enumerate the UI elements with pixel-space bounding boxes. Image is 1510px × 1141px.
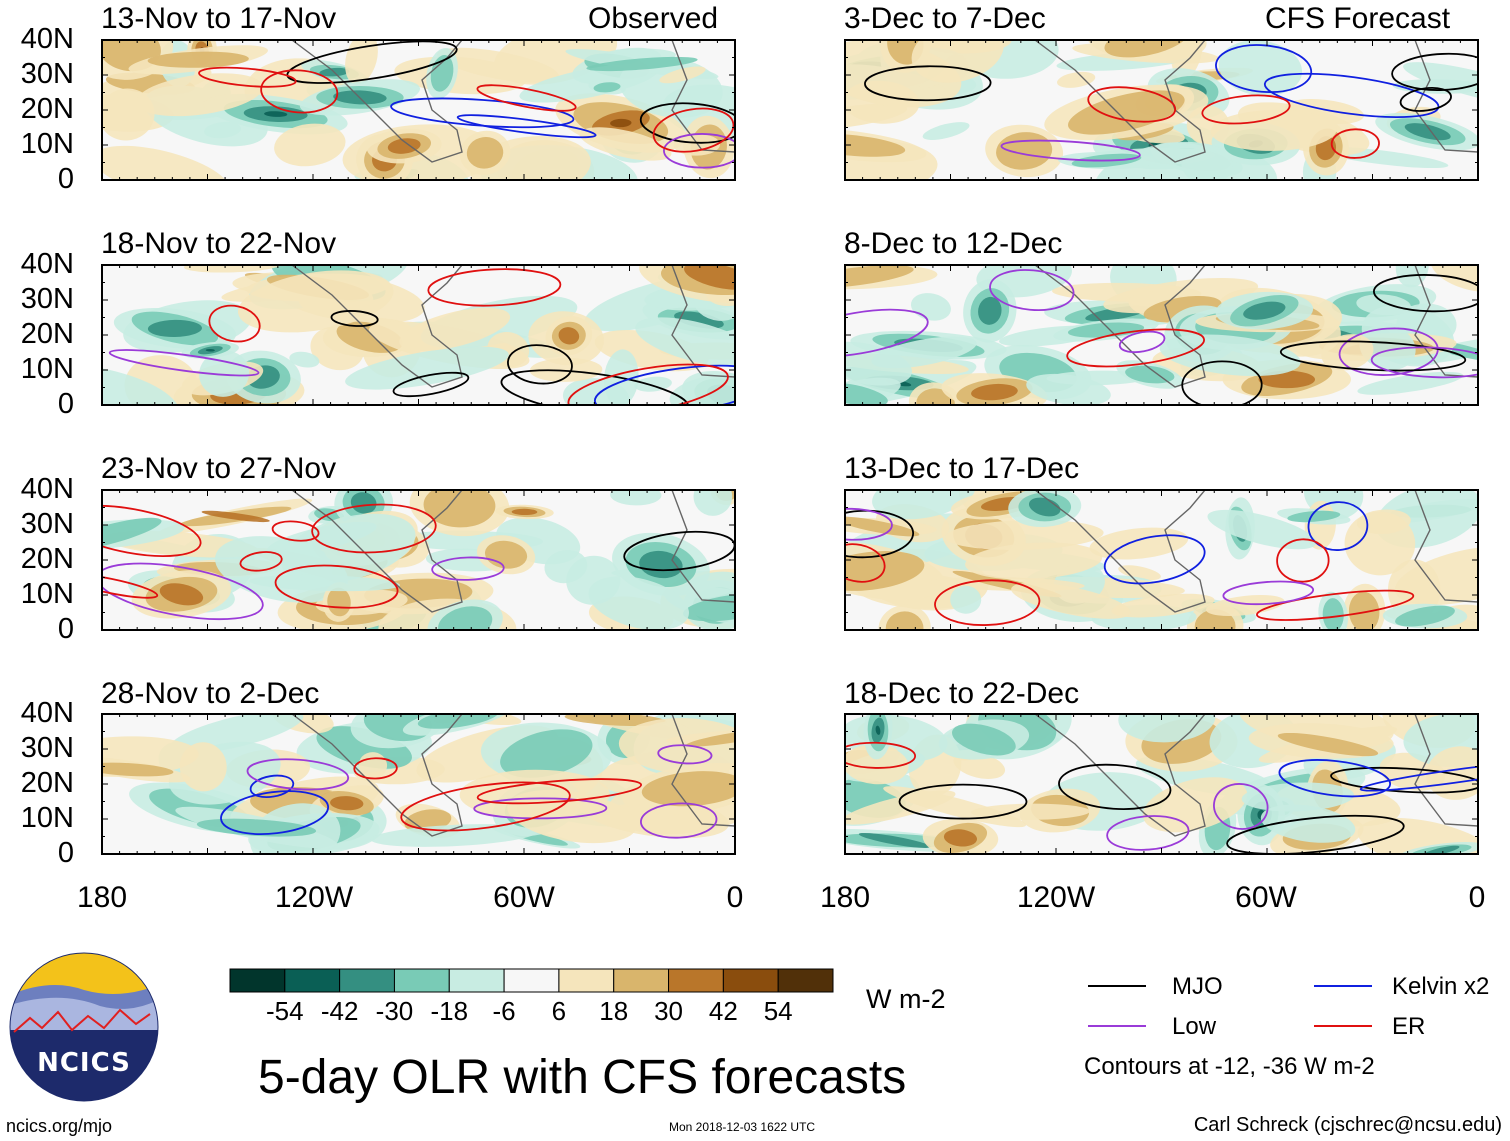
colorbar-swatch — [448, 968, 505, 993]
colorbar-tick-label: -42 — [320, 996, 359, 1026]
map-panel — [102, 714, 735, 854]
lat-tick-row3-0: 40N — [20, 697, 74, 729]
lat-tick-row1-3: 10N — [20, 353, 74, 385]
lat-tick-row0-0: 40N — [20, 23, 74, 55]
map-panel — [102, 490, 735, 630]
legend-kelvin-label: Kelvin x2 — [1392, 973, 1490, 1000]
lat-tick-row0-1: 30N — [20, 58, 74, 90]
colorbar-tick-label: -30 — [375, 996, 414, 1026]
footer-timestamp: Mon 2018-12-03 1622 UTC — [669, 1120, 816, 1134]
lat-tick-row3-1: 30N — [20, 732, 74, 764]
panel-title-1: 13-Nov to 17-Nov — [101, 2, 337, 35]
colorbar-swatch — [613, 968, 670, 993]
map-panel — [102, 265, 735, 405]
lat-tick-row3-2: 20N — [20, 767, 74, 799]
colorbar-tick-label: -54 — [266, 996, 304, 1026]
map-panel — [845, 40, 1478, 180]
lon-tick-right-120w: 120W — [1016, 881, 1096, 914]
lat-tick-row1-0: 40N — [20, 248, 74, 280]
colorbar-swatch — [393, 968, 450, 993]
panel-title-2: 18-Nov to 22-Nov — [101, 227, 337, 260]
lat-tick-row2-0: 40N — [20, 473, 74, 505]
colorbar-swatch — [339, 968, 395, 993]
colorbar-tick-label: 18 — [599, 996, 629, 1026]
lat-tick-row3-4: 0 — [57, 837, 74, 869]
map-panel — [845, 490, 1478, 630]
panel-title-4: 28-Nov to 2-Dec — [101, 677, 320, 710]
lat-tick-row1-2: 20N — [20, 318, 74, 350]
legend-low-line — [1088, 1025, 1146, 1027]
lon-tick-left-120w: 120W — [274, 881, 354, 914]
lat-tick-row0-3: 10N — [20, 128, 74, 160]
contour-note: Contours at -12, -36 W m-2 — [1084, 1053, 1375, 1080]
colorbar-tick-label: -6 — [492, 996, 516, 1026]
colorbar-swatch — [229, 968, 286, 993]
lon-tick-right-60w: 60W — [1235, 881, 1297, 914]
map-panel — [845, 265, 1478, 405]
colorbar-swatch — [503, 968, 560, 993]
colorbar-swatch — [722, 968, 779, 993]
colorbar-tick-label: 42 — [708, 996, 738, 1026]
lon-tick-left-180: 180 — [76, 881, 128, 914]
lat-tick-row2-4: 0 — [57, 613, 74, 645]
panel-title-6: 8-Dec to 12-Dec — [844, 227, 1063, 260]
lat-tick-row1-1: 30N — [20, 283, 74, 315]
colorbar-tick-label: 30 — [654, 996, 683, 1026]
colorbar-swatch — [668, 968, 724, 993]
lat-tick-row3-3: 10N — [20, 802, 74, 834]
colorbar-units: W m-2 — [866, 984, 946, 1014]
legend-er-line — [1314, 1025, 1372, 1027]
colorbar-tick-label: 54 — [763, 996, 793, 1026]
lon-tick-left-0: 0 — [726, 881, 744, 914]
legend-mjo-label: MJO — [1172, 973, 1223, 1000]
map-panel — [845, 714, 1478, 854]
lon-tick-left-60w: 60W — [493, 881, 555, 914]
map-panel — [102, 40, 735, 180]
legend-low-label: Low — [1172, 1013, 1217, 1040]
legend-er-label: ER — [1392, 1013, 1426, 1040]
colorbar-tick-label: 6 — [551, 996, 567, 1026]
lon-tick-right-0: 0 — [1468, 881, 1486, 914]
lat-tick-row2-1: 30N — [20, 508, 74, 540]
lat-tick-row2-3: 10N — [20, 578, 74, 610]
panel-title-5: 3-Dec to 7-Dec — [844, 2, 1046, 35]
colorbar-swatch — [558, 968, 615, 993]
footer-url: ncics.org/mjo — [6, 1116, 113, 1136]
lat-tick-row2-2: 20N — [20, 543, 74, 575]
panel-title-7: 13-Dec to 17-Dec — [844, 452, 1080, 485]
legend-kelvin-line — [1314, 985, 1372, 987]
lat-tick-row1-4: 0 — [57, 388, 74, 420]
panel-title-3: 23-Nov to 27-Nov — [101, 452, 337, 485]
colorbar-swatch — [284, 968, 341, 993]
footer-author: Carl Schreck (cjschrec@ncsu.edu) — [1193, 1114, 1502, 1136]
legend-mjo-line — [1088, 985, 1146, 987]
figure-title: 5-day OLR with CFS forecasts — [258, 1051, 907, 1104]
ncics-logo-text: NCICS — [37, 1048, 131, 1078]
colorbar-swatch — [777, 968, 834, 993]
lat-tick-row0-2: 20N — [20, 93, 74, 125]
ncics-logo — [9, 952, 159, 1102]
observed-label: Observed — [588, 2, 719, 35]
colorbar-tick-label: -18 — [430, 996, 469, 1026]
lat-tick-row0-4: 0 — [57, 163, 74, 195]
forecast-label: CFS Forecast — [1265, 2, 1451, 35]
panel-title-8: 18-Dec to 22-Dec — [844, 677, 1080, 710]
lon-tick-right-180: 180 — [819, 881, 871, 914]
